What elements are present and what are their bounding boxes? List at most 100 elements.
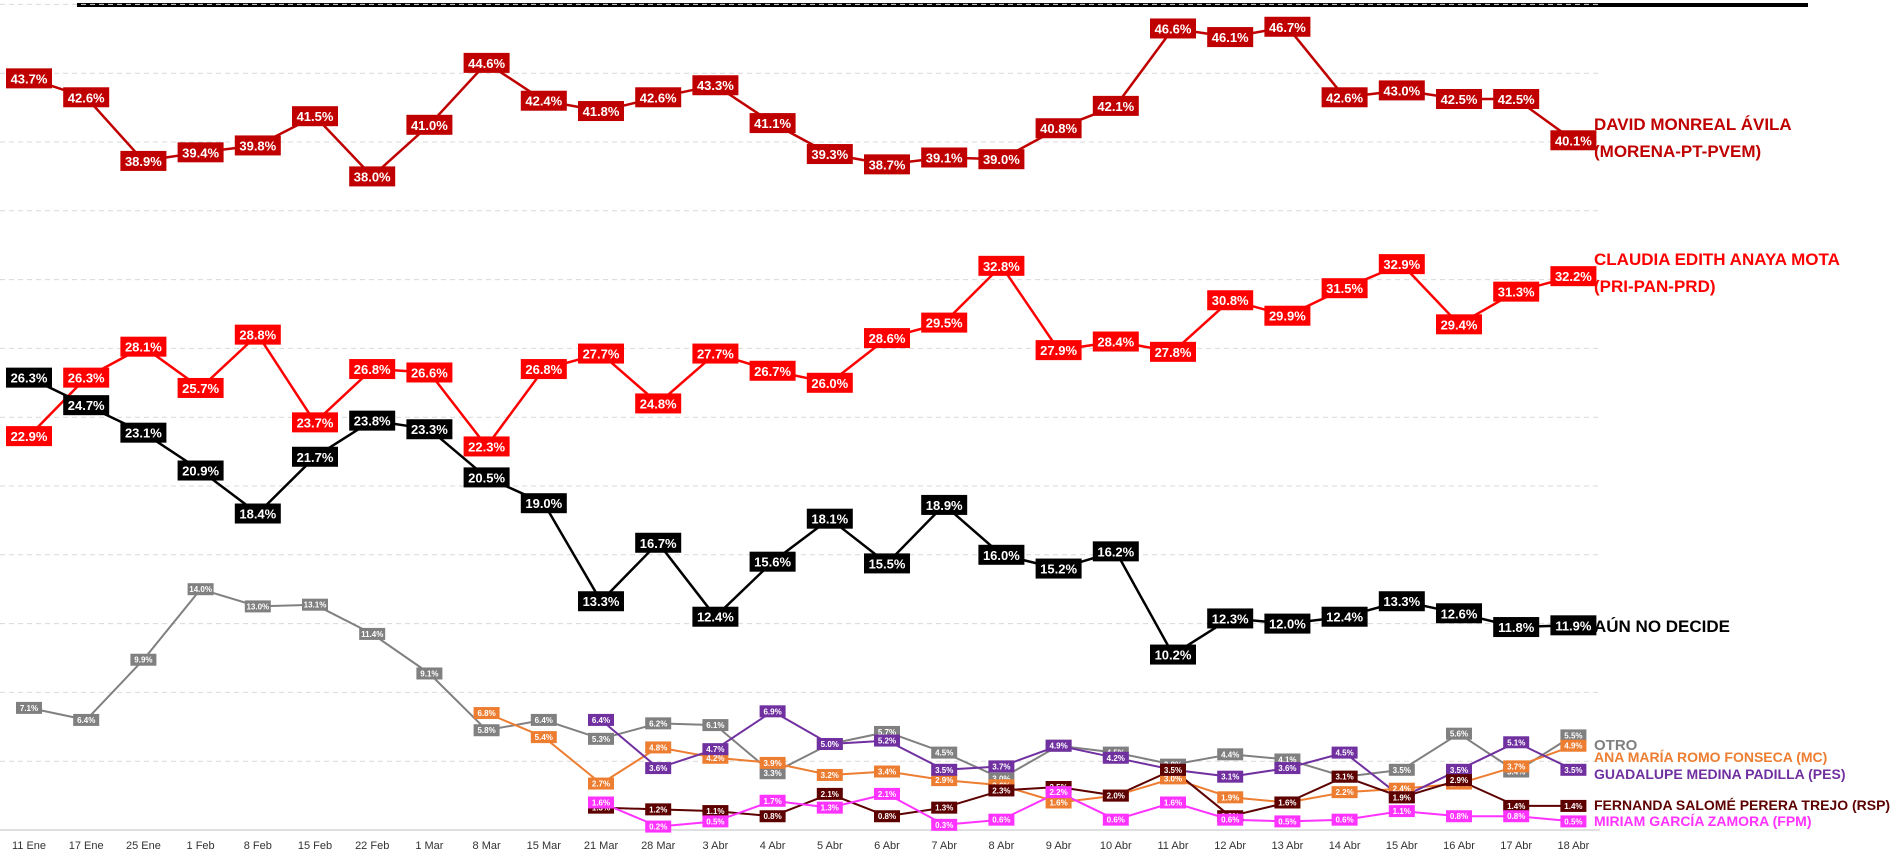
- data-label-box: [1436, 603, 1482, 624]
- data-label-box: [749, 551, 796, 572]
- data-label-value: 1.6%: [1049, 798, 1067, 807]
- data-label-value: 42.4%: [525, 94, 562, 109]
- data-label-medina: 3.5%: [931, 763, 958, 776]
- data-label-box: [645, 741, 672, 754]
- data-label-medina: 5.1%: [1503, 736, 1530, 749]
- data-label-garcia: 0.3%: [931, 818, 958, 831]
- data-label-anaya: 22.3%: [463, 436, 510, 457]
- data-label-box: [73, 713, 100, 726]
- x-tick-label: 1 Mar: [415, 840, 443, 852]
- data-label-value: 2.3%: [992, 786, 1010, 795]
- data-label-box: [874, 765, 900, 778]
- data-label-box: [1560, 729, 1587, 742]
- data-label-monreal: 42.1%: [1092, 95, 1139, 116]
- data-label-romo: 3.2%: [816, 768, 843, 781]
- data-label-value: 22.3%: [468, 439, 505, 454]
- data-label-box: [1160, 763, 1186, 776]
- data-label-value: 12.0%: [1269, 617, 1306, 632]
- data-label-value: 27.7%: [697, 347, 734, 362]
- data-label-box: [1150, 644, 1196, 665]
- data-label-box: [1160, 796, 1186, 809]
- data-label-no_decide: 12.4%: [1321, 606, 1368, 627]
- data-label-medina: 3.7%: [988, 760, 1015, 773]
- data-label-box: [1092, 331, 1139, 352]
- data-label-garcia: 0.6%: [1217, 813, 1244, 826]
- data-label-perera: 1.4%: [1503, 799, 1530, 812]
- data-label-box: [816, 768, 843, 781]
- data-label-anaya: 26.7%: [749, 360, 796, 381]
- data-label-value: 18.1%: [811, 512, 848, 527]
- data-label-anaya: 29.4%: [1436, 314, 1482, 335]
- data-label-value: 29.5%: [926, 316, 963, 331]
- data-label-anaya: 28.8%: [234, 324, 281, 345]
- data-label-no_decide: 12.0%: [1264, 613, 1311, 634]
- data-label-no_decide: 12.6%: [1436, 603, 1482, 624]
- data-label-value: 18.9%: [926, 498, 963, 513]
- data-label-box: [1560, 739, 1587, 752]
- data-label-value: 4.5%: [935, 749, 953, 758]
- data-label-box: [759, 767, 786, 780]
- data-label-value: 9.9%: [134, 656, 152, 665]
- data-label-monreal: 39.3%: [806, 144, 853, 165]
- data-label-box: [1321, 278, 1368, 299]
- data-label-value: 10.2%: [1155, 648, 1192, 663]
- series-name-garcia: MIRIAM GARCÍA ZAMORA (FPM): [1594, 813, 1812, 829]
- data-label-value: 26.8%: [354, 362, 391, 377]
- data-label-box: [1550, 615, 1597, 636]
- data-label-box: [692, 606, 739, 627]
- x-tick-label: 16 Abr: [1443, 840, 1475, 852]
- data-label-box: [1331, 770, 1358, 783]
- data-label-value: 23.8%: [354, 414, 391, 429]
- data-label-value: 0.6%: [1221, 816, 1239, 825]
- data-label-perera: 1.9%: [1388, 791, 1415, 804]
- data-label-value: 39.3%: [811, 147, 848, 162]
- data-label-value: 1.4%: [1564, 802, 1582, 811]
- data-label-romo: 1.6%: [1045, 796, 1072, 809]
- data-label-box: [864, 154, 910, 175]
- data-label-box: [177, 377, 224, 398]
- data-label-no_decide: 20.9%: [177, 460, 224, 481]
- data-label-box: [1503, 760, 1530, 773]
- data-label-box: [1217, 748, 1244, 761]
- data-label-box: [234, 503, 281, 524]
- data-label-perera: 3.1%: [1331, 770, 1358, 783]
- data-label-value: 9.1%: [420, 669, 438, 678]
- data-label-box: [806, 144, 853, 165]
- x-tick-label: 5 Abr: [817, 840, 843, 852]
- data-label-box: [702, 719, 729, 732]
- data-label-value: 41.0%: [411, 118, 448, 133]
- data-label-value: 41.5%: [297, 109, 334, 124]
- data-label-otro: 9.9%: [130, 653, 157, 666]
- data-label-otro: 5.8%: [473, 724, 500, 737]
- data-label-value: 2.2%: [1335, 788, 1353, 797]
- data-label-otro: 6.4%: [530, 713, 557, 726]
- data-label-box: [874, 787, 900, 800]
- data-label-value: 12.4%: [697, 610, 734, 625]
- data-label-no_decide: 23.8%: [349, 410, 396, 431]
- data-label-value: 6.4%: [77, 716, 95, 725]
- data-label-value: 2.7%: [592, 780, 610, 789]
- data-label-box: [864, 328, 910, 349]
- data-label-value: 42.6%: [640, 90, 677, 105]
- data-label-box: [1102, 789, 1129, 802]
- data-label-box: [806, 508, 853, 529]
- data-label-value: 14.0%: [189, 585, 212, 594]
- data-label-box: [120, 336, 167, 357]
- data-label-value: 0.8%: [1450, 812, 1468, 821]
- data-label-otro: 6.4%: [73, 713, 100, 726]
- data-label-medina: 3.6%: [1274, 762, 1301, 775]
- data-label-value: 28.1%: [125, 340, 162, 355]
- data-label-value: 5.1%: [1507, 738, 1525, 747]
- data-label-perera: 0.8%: [759, 810, 786, 823]
- data-label-value: 20.5%: [468, 470, 505, 485]
- data-label-value: 42.5%: [1498, 92, 1535, 107]
- data-label-perera: 3.5%: [1160, 763, 1186, 776]
- data-label-monreal: 40.8%: [1035, 118, 1082, 139]
- data-label-box: [1446, 763, 1472, 776]
- data-label-value: 4.2%: [1107, 754, 1125, 763]
- data-label-value: 24.8%: [640, 396, 677, 411]
- data-label-value: 16.7%: [640, 536, 677, 551]
- data-label-value: 2.1%: [878, 790, 896, 799]
- data-label-box: [302, 598, 328, 611]
- data-label-box: [1045, 786, 1072, 799]
